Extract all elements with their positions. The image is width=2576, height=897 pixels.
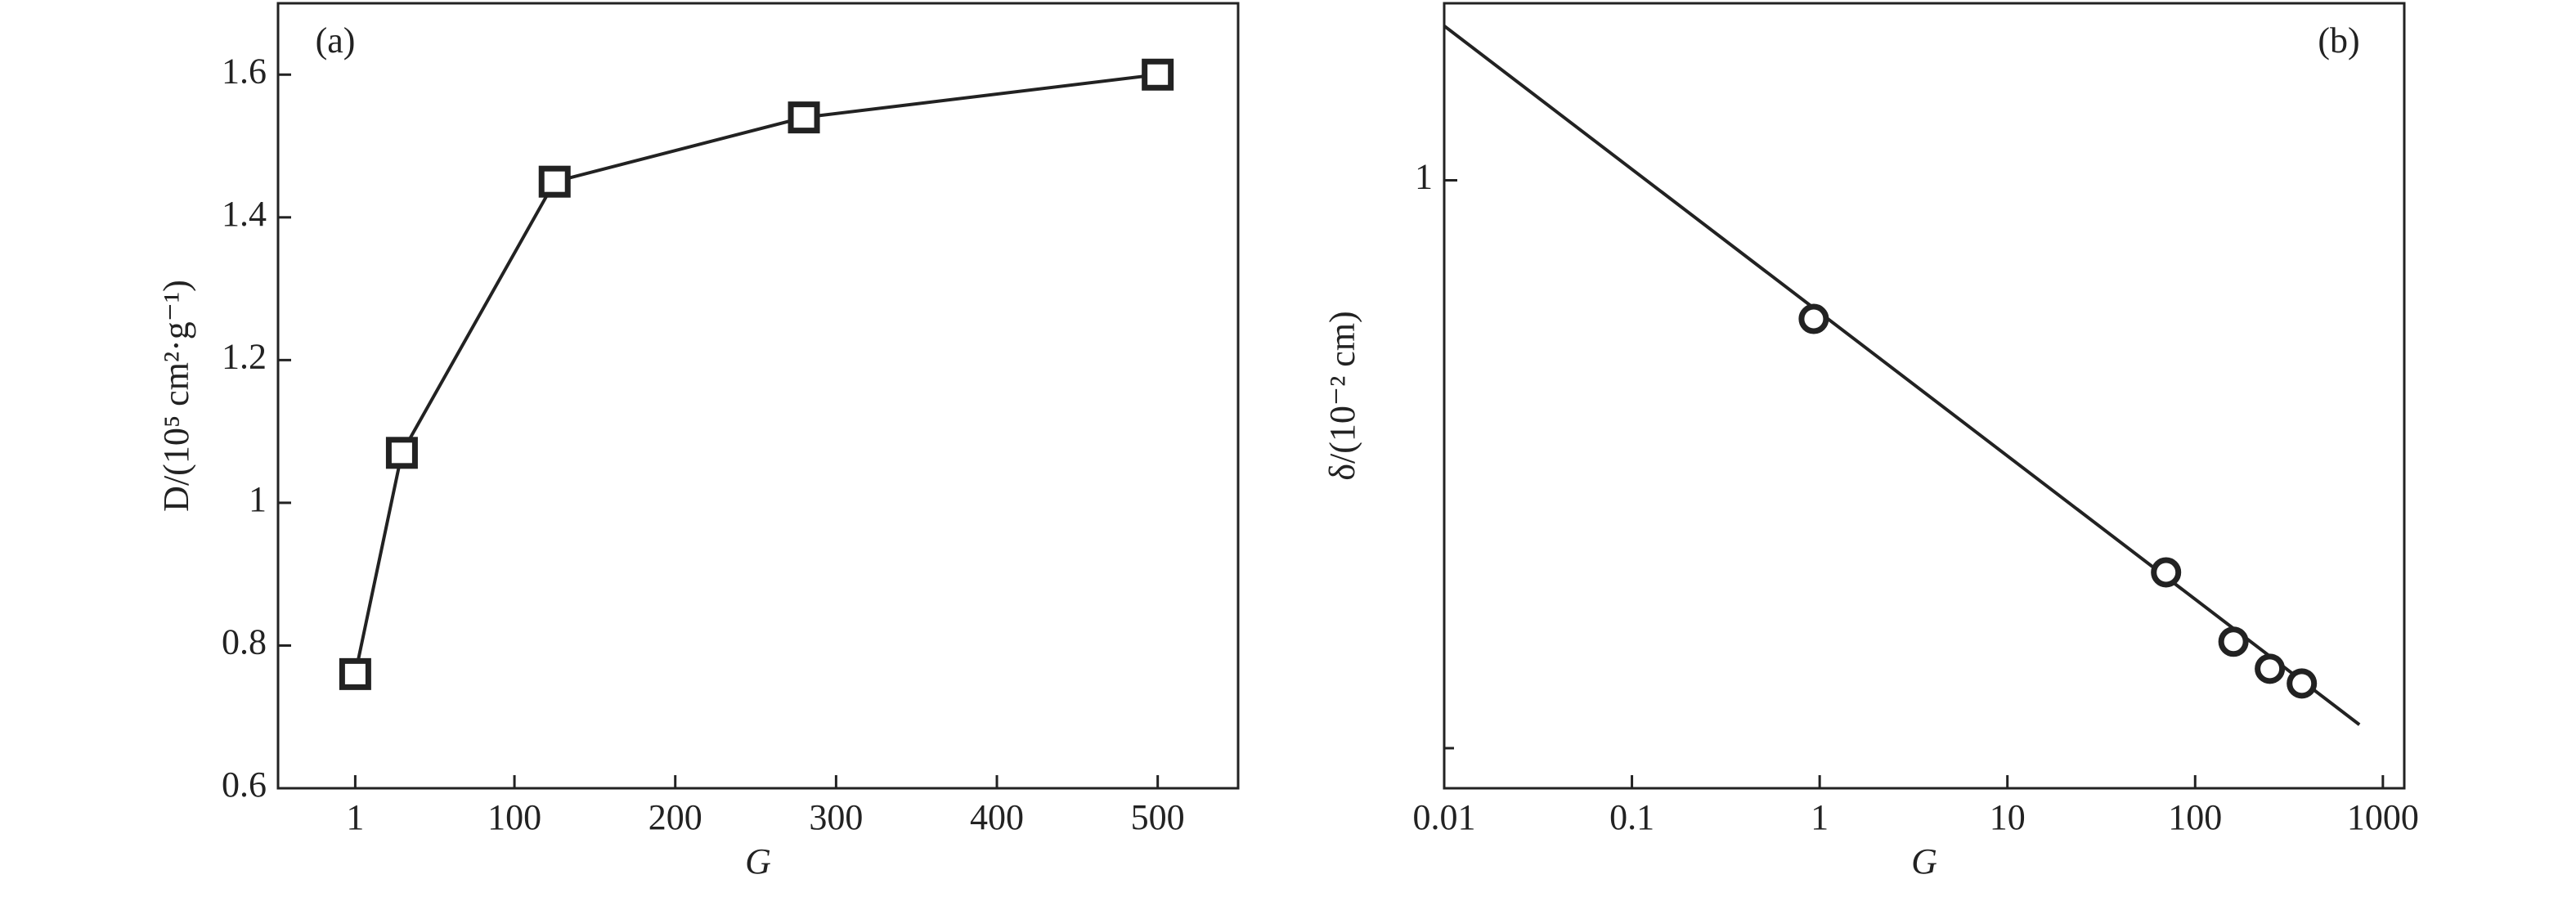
plot-frame	[276, 2, 1240, 790]
x-tick-label: 400	[970, 797, 1024, 837]
x-tick-label: 100	[487, 797, 541, 837]
y-tick-label: 1	[249, 479, 267, 519]
marker-circle	[2287, 668, 2318, 699]
x-tick-label: 1	[346, 797, 364, 837]
marker-square	[339, 657, 371, 690]
x-axis-label: G	[745, 841, 771, 881]
plot-frame	[1443, 2, 2406, 790]
marker-circle	[2151, 557, 2182, 588]
y-tick-label: 1.6	[222, 51, 267, 91]
x-tick-label: 0.01	[1413, 797, 1476, 837]
marker-circle	[1798, 303, 1829, 334]
y-axis-label: δ/(10⁻² cm)	[1322, 311, 1362, 480]
y-tick-label: 1	[1415, 157, 1433, 197]
marker-square	[385, 437, 418, 469]
y-tick-label: 0.8	[222, 622, 267, 662]
x-tick-label: 10	[1990, 797, 2026, 837]
y-axis-label: D/(10⁵ cm²·g⁻¹)	[156, 280, 196, 512]
marker-square	[538, 165, 571, 198]
panel-label: (b)	[2318, 20, 2359, 61]
x-tick-label: 200	[648, 797, 702, 837]
marker-circle	[2255, 653, 2286, 684]
x-tick-label: 100	[2168, 797, 2222, 837]
series-line	[353, 73, 1158, 675]
y-tick-label: 1.2	[222, 336, 267, 376]
x-tick-label: 500	[1131, 797, 1185, 837]
panel-label: (a)	[316, 20, 356, 61]
x-tick-label: 300	[809, 797, 863, 837]
marker-square	[1142, 58, 1174, 91]
marker-square	[788, 101, 820, 134]
marker-circle	[2218, 626, 2249, 657]
x-tick-label: 1	[1811, 797, 1829, 837]
y-tick-label: 1.4	[222, 194, 267, 234]
x-tick-label: 1000	[2347, 797, 2419, 837]
x-axis-label: G	[1911, 841, 1937, 881]
y-tick-label: 0.6	[222, 765, 267, 805]
x-tick-label: 0.1	[1609, 797, 1654, 837]
series-line	[1443, 25, 2361, 726]
